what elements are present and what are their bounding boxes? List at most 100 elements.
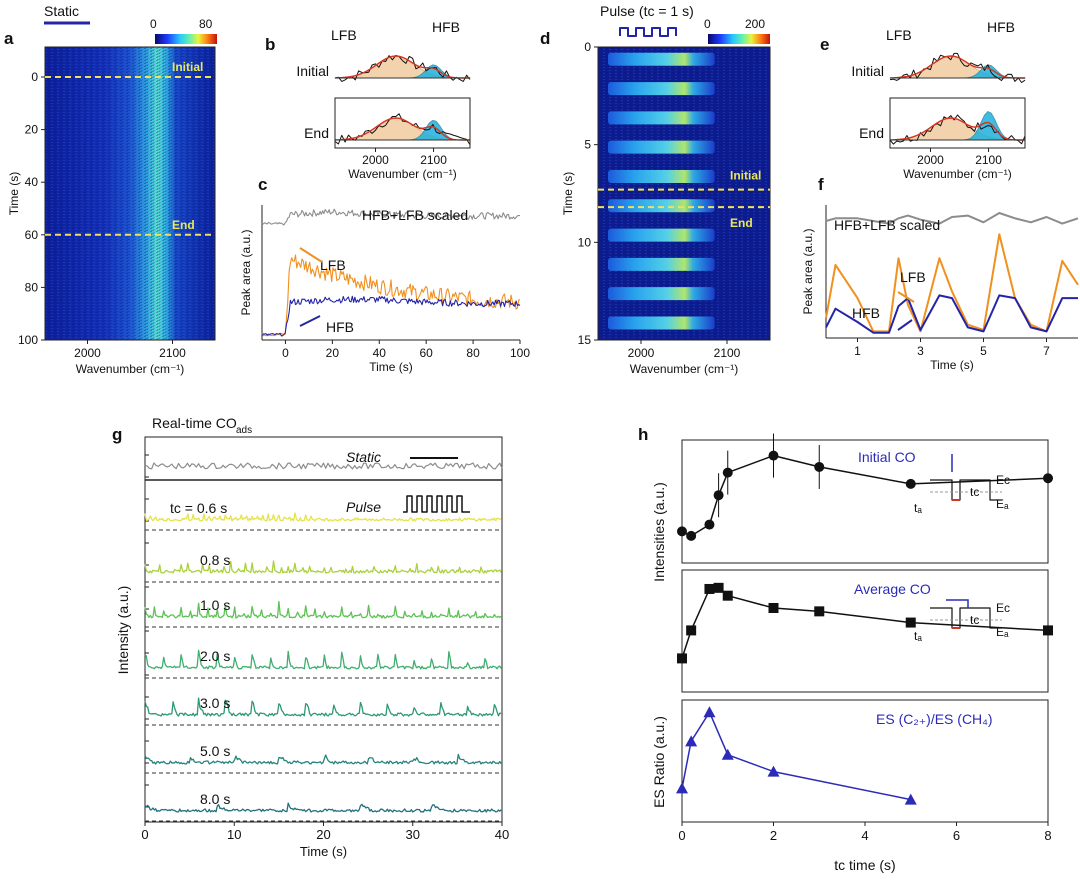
label-h-average: Average CO: [854, 581, 931, 597]
tick-label-c-x: 60: [420, 346, 434, 360]
series-f-hfb: [825, 294, 1078, 334]
marker-label-a: Initial: [172, 60, 203, 74]
tick-label-c-x: 20: [326, 346, 340, 360]
tick-label-c-x: 40: [373, 346, 387, 360]
series-label-c-lfb: LFB: [320, 257, 346, 273]
frame-h-0: [681, 439, 1049, 564]
inset-average-ea: Eₐ: [996, 625, 1009, 639]
axis-label-spectra-x: Wavenumber (cm⁻¹): [903, 167, 1012, 181]
spectrum-row-label: End: [859, 125, 884, 141]
arrow-c-lfb: [299, 247, 323, 263]
tick-label-c-x: 0: [282, 346, 289, 360]
point-h-average: [1043, 625, 1053, 636]
panel-letter-c: c: [258, 175, 267, 194]
tick-label-c-x: 80: [466, 346, 480, 360]
tick-label-a-y: 40: [25, 175, 39, 189]
point-h-average: [704, 583, 715, 594]
series-c-hfblfbscaled: [261, 208, 520, 226]
tick-label-g-x: 30: [406, 827, 420, 842]
tick-label-spectra-x: 2000: [362, 153, 389, 167]
raw-spectrum: [334, 54, 471, 82]
axis-label-d-y: Time (s): [561, 172, 575, 216]
tick-label-h-x: 4: [861, 828, 868, 843]
trace-g-static: [144, 462, 503, 470]
inset-initial-ta: tₐ: [914, 501, 922, 515]
tick-label-f-x: 3: [917, 344, 924, 358]
trace-label-g: 8.0 s: [200, 791, 230, 807]
trace-g-1: [144, 560, 502, 574]
label-g-static: Static: [346, 449, 381, 465]
pulse-band: [608, 111, 715, 125]
marker-label-d: End: [730, 216, 753, 230]
tick-label-a-y: 80: [25, 280, 39, 294]
fit-spectrum: [889, 117, 1025, 141]
lfb-label: LFB: [331, 27, 357, 43]
pulse-band: [608, 82, 715, 96]
axis-label-c-y: Peak area (a.u.): [239, 229, 253, 315]
spectrum-row-label: Initial: [296, 63, 329, 79]
series-c-hfb: [261, 295, 521, 337]
tick-label-d-y: 15: [578, 333, 592, 347]
tick-label-spectra-x: 2100: [420, 153, 447, 167]
pulse-band: [608, 228, 715, 242]
arrow-f-lfb: [897, 291, 915, 303]
point-h-ratio: [721, 748, 734, 760]
pulse-band: [608, 169, 715, 183]
label-h-initial: Initial CO: [858, 449, 916, 465]
tick-label-a-y: 60: [25, 228, 39, 242]
series-f-hfblfbscaled: [825, 212, 1079, 225]
series-label-f-hfb: HFB: [852, 305, 880, 321]
point-h-average: [814, 606, 825, 617]
series-h-ratio: [681, 711, 911, 801]
title-g-sub: ads: [236, 425, 252, 436]
title-g: Real-time CO: [152, 415, 237, 431]
panel-h: h 0 2 4 6 8 tᴄ time (s) Intensities (a.u.) ES Ra…: [638, 425, 1053, 873]
point-h-average: [905, 617, 916, 628]
fit-spectrum: [334, 117, 470, 141]
point-h-initial: [905, 478, 916, 489]
point-h-average: [677, 653, 687, 664]
point-h-ratio: [904, 793, 917, 805]
point-h-ratio: [703, 706, 716, 718]
tick-label-g-x: 40: [495, 827, 509, 842]
lfb-fill: [889, 55, 1026, 79]
spectrum-row-label: End: [304, 125, 329, 141]
colorbar-a-max: 80: [199, 17, 213, 31]
panel-letter-f: f: [818, 175, 824, 194]
tick-label-spectra-x: 2100: [975, 153, 1002, 167]
frame-g: [144, 436, 503, 823]
trace-label-g: 2.0 s: [200, 648, 230, 664]
trace-label-g: 1.0 s: [200, 597, 230, 613]
colorbar-a: [155, 34, 217, 44]
point-h-ratio: [685, 735, 698, 747]
hfb-label: HFB: [987, 19, 1015, 35]
point-h-ratio: [676, 782, 688, 794]
point-h-average: [713, 582, 724, 593]
inset-average-ec: Eᴄ: [996, 601, 1010, 615]
pulse-waveform-g-icon: [403, 495, 470, 513]
inset-initial-wave: [930, 479, 1002, 501]
pulse-band: [608, 199, 715, 213]
tick-label-d-y: 5: [584, 138, 591, 152]
heatmap-a-noise: [45, 47, 215, 340]
tick-label-g-x: 10: [227, 827, 241, 842]
point-h-average: [768, 603, 779, 613]
trace-label-g: 3.0 s: [200, 695, 230, 711]
arrow-f-hfb: [897, 319, 913, 331]
tick-label-d-y: 0: [584, 40, 591, 54]
series-label-f-lfb: LFB: [900, 269, 926, 285]
trace-g-4: [144, 697, 502, 717]
tick-label-c-x: 100: [510, 346, 530, 360]
series-c-lfb: [261, 254, 521, 337]
panel-letter-a: a: [4, 29, 14, 48]
pulse-band: [608, 257, 715, 271]
axis-label-a-y: Time (s): [7, 172, 21, 216]
inset-initial-ec: Eᴄ: [996, 473, 1010, 487]
arrow-c-hfb: [299, 315, 321, 327]
series-label-c-hfb: HFB: [326, 319, 354, 335]
tick-label-g-x: 0: [141, 827, 148, 842]
heatmap-d-frame: [597, 46, 771, 341]
panel-letter-b: b: [265, 35, 275, 54]
tick-label-d-x: 2000: [628, 346, 655, 360]
